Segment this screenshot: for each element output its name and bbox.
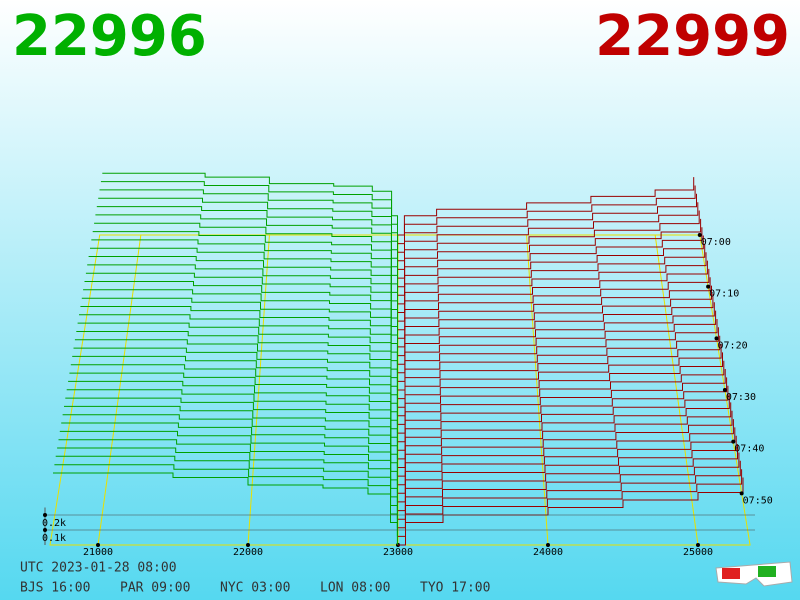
clocks: BJS 16:00 PAR 09:00 NYC 03:00 LON 08:00 TYO … xyxy=(20,581,490,596)
time-label: 07:00 xyxy=(701,237,731,248)
3d-glasses-icon[interactable] xyxy=(715,561,793,587)
plot: 21000 22000 23000 24000 25000 07:00 07:10 07:20… xyxy=(42,172,773,558)
ask-depth-line xyxy=(397,402,732,468)
time-marker xyxy=(739,491,744,496)
clock-label: LON 08:00 xyxy=(320,581,390,596)
ask-depth-line xyxy=(397,243,706,305)
time-label: 07:40 xyxy=(734,444,764,455)
time-marker xyxy=(706,284,711,289)
grid-line xyxy=(526,234,549,546)
ask-depth-line xyxy=(397,394,730,460)
ask-depth-line xyxy=(397,177,695,236)
clock-label: PAR 09:00 xyxy=(120,581,190,596)
grid-line xyxy=(247,234,270,546)
ask-depth-line xyxy=(397,344,722,408)
ask-depth-line xyxy=(397,385,729,451)
ask-depth-line xyxy=(397,469,743,537)
ask-depth-line xyxy=(397,360,725,425)
ask-depth-line xyxy=(397,452,740,520)
ask-depth-line xyxy=(397,218,702,279)
ask-depth-line xyxy=(397,285,712,348)
bid-price: 22996 xyxy=(12,4,207,69)
y-tick-label: 0.2k xyxy=(42,518,66,529)
ask-depth-line xyxy=(397,268,710,331)
tick-mark xyxy=(43,528,47,532)
ask-depth-line xyxy=(397,477,744,546)
time-label: 07:20 xyxy=(718,340,748,351)
ask-depth-line xyxy=(397,252,707,313)
ask-depth-line xyxy=(397,369,726,434)
ask-depth-line xyxy=(397,202,699,262)
tick-mark xyxy=(43,513,47,517)
utc-time: UTC 2023-01-28 08:00 xyxy=(20,561,177,576)
x-tick-label: 23000 xyxy=(383,547,413,558)
ask-depth-line xyxy=(397,193,697,253)
bid-depth-line xyxy=(53,472,398,545)
ask-depth-line xyxy=(397,302,715,365)
clock-label: NYC 03:00 xyxy=(220,581,290,596)
time-label: 07:50 xyxy=(743,495,773,506)
ask-depth-line xyxy=(397,444,738,512)
x-tick-label: 25000 xyxy=(683,547,713,558)
time-marker xyxy=(697,233,702,237)
ask-depth-line xyxy=(397,277,711,339)
ask-depth-line xyxy=(397,310,717,374)
time-marker xyxy=(722,388,727,392)
ask-depth-line xyxy=(397,227,703,288)
clock-label: TYO 17:00 xyxy=(420,581,490,596)
time-label: 07:30 xyxy=(726,392,756,403)
clock-label: BJS 16:00 xyxy=(20,581,90,596)
time-label: 07:10 xyxy=(709,289,739,300)
ask-depth-line xyxy=(397,319,718,382)
x-tick-label: 21000 xyxy=(83,547,113,558)
tick-mark xyxy=(696,543,700,547)
ask-depth-line xyxy=(397,327,719,391)
ask-price: 22999 xyxy=(595,4,790,69)
ask-depth-line xyxy=(397,260,708,322)
x-tick-label: 22000 xyxy=(233,547,263,558)
ask-depth-line xyxy=(397,235,704,296)
time-marker xyxy=(714,336,719,341)
ask-depth-line xyxy=(397,460,741,529)
ask-depth-line xyxy=(397,335,721,400)
ask-depth-line xyxy=(397,293,714,357)
ask-depth-line xyxy=(397,377,728,443)
ask-depth-line xyxy=(397,210,700,270)
tick-mark xyxy=(546,543,550,547)
ask-depth-line xyxy=(397,185,696,245)
y-tick-label: 0.1k xyxy=(42,533,66,544)
ask-depth-line xyxy=(397,427,736,494)
ask-depth-line xyxy=(397,410,733,477)
tick-mark xyxy=(246,543,250,547)
ask-depth-line xyxy=(397,435,737,503)
ask-depth-line xyxy=(397,352,723,417)
x-tick-label: 24000 xyxy=(533,547,563,558)
time-marker xyxy=(731,439,736,444)
tick-mark xyxy=(96,543,100,547)
ask-depth-line xyxy=(397,419,734,486)
